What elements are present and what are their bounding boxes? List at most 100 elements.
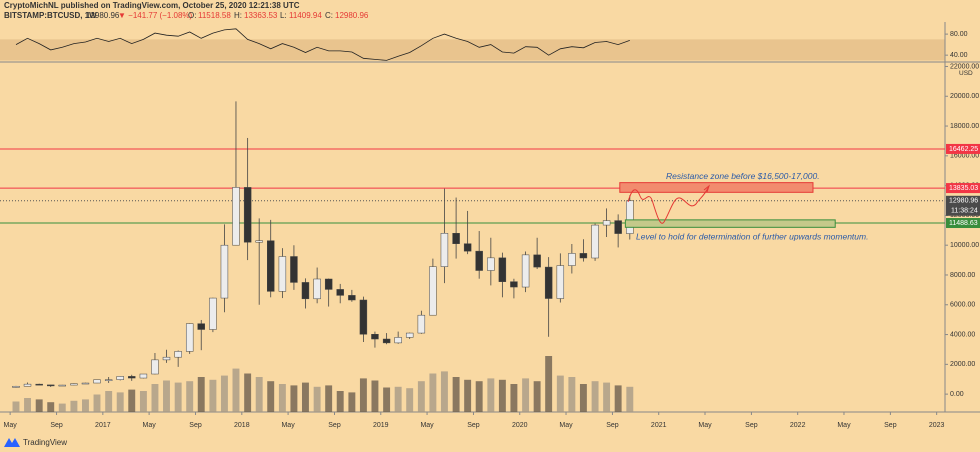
candle-body [12,385,20,388]
volume-bar [35,399,43,412]
volume-bar [348,392,356,412]
volume-bar [313,386,321,412]
projection-path [627,187,709,224]
logo-icon [4,438,20,447]
candle-body [174,351,182,358]
volume-bar [82,399,89,412]
c-label: C: [325,11,333,20]
candle-body [475,250,483,271]
volume-bar [487,378,495,412]
volume-bar [406,388,414,412]
o: 11518.58 [198,11,231,20]
volume-bar [522,378,530,412]
level-label: 16462.25 [949,146,978,153]
x-tick-label: May [559,422,573,429]
volume-bar [545,356,553,412]
volume-bar [58,403,66,412]
candle-body [243,187,252,243]
candle-body [151,359,159,375]
h-label: H: [234,11,242,20]
volume-bar [475,381,483,412]
candle-body [487,257,495,271]
candle-body [162,356,171,361]
candle-body [568,253,576,266]
y-tick-label: 0.00 [950,391,964,398]
logo-text: TradingView [23,438,67,447]
x-tick-label: 2020 [512,422,528,429]
volume-bar [163,380,170,412]
candle-body [278,256,287,292]
l-label: L: [280,11,287,20]
candle-body [417,314,426,334]
last: 12980.96 [86,11,120,20]
candle-body [209,297,217,330]
candle-body [498,257,507,282]
symbol: BITSTAMP:BTCUSD, 1W [4,11,97,20]
candle-body [232,187,240,246]
volume-bar [464,379,472,412]
volume-bar [383,387,391,412]
candle-body [81,382,90,385]
x-tick-label: May [698,422,712,429]
level-tag [946,183,980,194]
candle-body [336,289,344,296]
y-tick-label: 6000.00 [950,302,975,309]
volume-bar [568,377,576,412]
volume-bar [278,384,286,412]
x-tick-label: Sep [745,422,758,429]
volume-bar [417,381,425,412]
volume-bar [603,382,611,412]
candle-body [602,220,611,226]
candle-body [614,220,622,234]
candle-body [348,295,356,301]
volume-bar [12,401,20,412]
level-label: 11488.63 [949,220,978,227]
volume-bar [197,377,205,412]
candle-body [58,384,66,387]
x-tick-label: May [281,422,295,429]
candle-body [371,334,379,340]
x-tick-label: May [142,422,156,429]
volume-bar [614,385,622,412]
rsi-tick-label: 40.00 [950,52,968,59]
volume-bar [186,381,194,412]
candle-body [185,323,194,352]
c: 12980.96 [335,11,369,20]
volume-bar [47,402,55,412]
volume-bar [290,385,298,412]
x-tick-label: 2019 [373,422,389,429]
volume-bar [93,394,101,412]
y-tick-label: 10000.00 [950,242,979,249]
x-tick-label: 2017 [95,422,111,429]
volume-bar [116,392,124,412]
candle-body [510,281,518,288]
y-tick-label: 22000.00 [950,63,979,70]
x-tick-label: Sep [467,422,480,429]
candle-body [255,240,263,243]
volume-bar [579,384,587,412]
candle-body [452,233,460,244]
x-tick-label: Sep [50,422,63,429]
annotation: Resistance zone before $16,500-17,000. [666,171,820,181]
volume-bar [255,377,263,412]
rsi-tick-label: 80.00 [950,31,968,38]
candle-body [440,233,449,267]
candle-body [521,254,530,288]
candle-body [104,379,113,381]
candle-body [394,337,402,344]
o-label: O: [188,11,196,20]
y-tick-label: 20000.00 [950,93,979,100]
volume-bar [220,375,228,412]
x-tick-label: Sep [606,422,619,429]
zone-box [624,219,836,228]
marks-layer [12,28,836,412]
volume-bar [591,381,599,412]
annotation: Level to hold for determination of furth… [636,232,868,242]
x-tick-label: May [4,422,18,429]
candle-body [139,373,148,379]
volume-bar [626,386,634,412]
candle-body [405,332,414,338]
candle-body [290,256,298,283]
candle-body [23,383,32,387]
